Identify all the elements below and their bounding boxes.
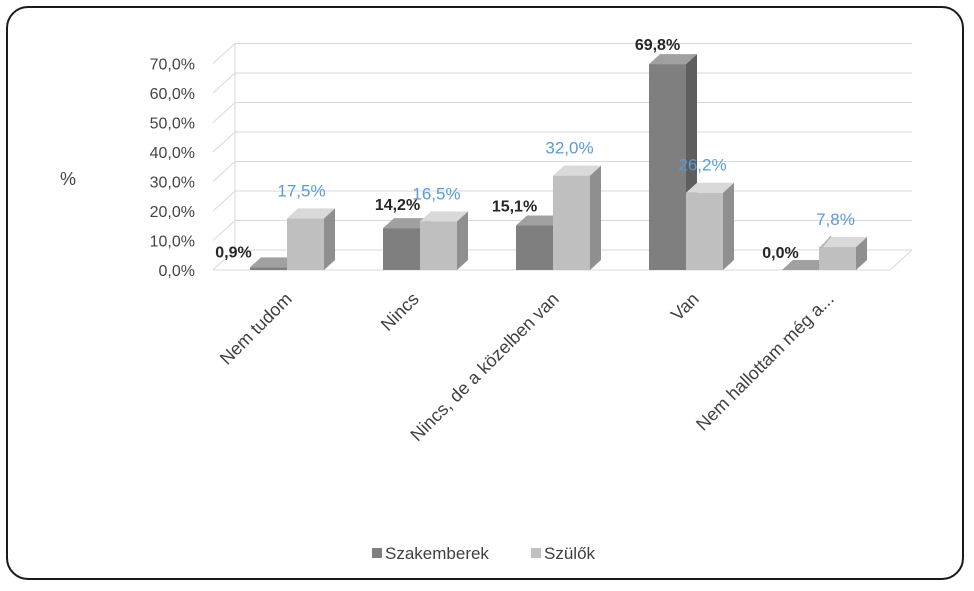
x-category-label: Van bbox=[667, 289, 703, 325]
x-category-label: Nem tudom bbox=[216, 289, 296, 369]
y-axis-label: % bbox=[60, 169, 76, 189]
y-tick-label: 20,0% bbox=[150, 204, 195, 221]
bar-szulok bbox=[287, 208, 335, 270]
y-tick-label: 60,0% bbox=[150, 86, 195, 103]
y-tick-label: 0,0% bbox=[159, 263, 195, 280]
data-label-szulok: 26,2% bbox=[678, 156, 726, 175]
data-label-szulok: 32,0% bbox=[545, 139, 593, 158]
bar-szulok bbox=[420, 211, 468, 270]
data-label-szakemberek: 69,8% bbox=[635, 37, 680, 54]
y-tick-label: 70,0% bbox=[150, 57, 195, 74]
data-label-szakemberek: 0,9% bbox=[215, 244, 251, 261]
y-tick-label: 30,0% bbox=[150, 175, 195, 192]
y-tick-label: 40,0% bbox=[150, 145, 195, 162]
data-label-szulok: 7,8% bbox=[816, 210, 855, 229]
bars bbox=[250, 54, 867, 271]
data-label-szulok: 17,5% bbox=[277, 181, 325, 200]
legend: Szakemberek Szülők bbox=[372, 544, 596, 563]
legend-swatch-szakemberek bbox=[372, 548, 382, 558]
data-labels: 0,9% 17,5% 14,2%16,5% 15,1% 32,0% 69,8% 26,2% 0… bbox=[215, 37, 855, 262]
legend-swatch-szulok bbox=[531, 548, 541, 558]
data-label-szakemberek: 0,0% bbox=[762, 245, 798, 262]
bar-szulok bbox=[553, 165, 601, 270]
x-category-label: Nincs, de a közelben van bbox=[406, 289, 562, 445]
leader-line bbox=[820, 235, 832, 249]
bar-szulok bbox=[819, 236, 867, 270]
data-label-szulok: 16,5% bbox=[412, 184, 460, 203]
y-tick-label: 50,0% bbox=[150, 116, 195, 133]
bar-szakemberek bbox=[649, 54, 697, 271]
legend-label-szulok: Szülők bbox=[544, 544, 596, 563]
x-category-label: Nincs bbox=[377, 289, 423, 335]
x-category-label: Nem hallottam még a... bbox=[692, 289, 838, 435]
legend-label-szakemberek: Szakemberek bbox=[385, 544, 489, 563]
bar-szulok bbox=[686, 182, 734, 270]
data-label-szakemberek: 15,1% bbox=[492, 198, 537, 215]
data-label-szakemberek: 14,2% bbox=[375, 197, 420, 214]
bar-szakemberek bbox=[782, 260, 830, 270]
chart-frame bbox=[6, 6, 964, 580]
y-tick-label: 10,0% bbox=[150, 234, 195, 251]
y-axis-ticks: 0,0% 10,0% 20,0% 30,0% 40,0% 50,0% 60,0% 70,0% bbox=[150, 57, 195, 281]
